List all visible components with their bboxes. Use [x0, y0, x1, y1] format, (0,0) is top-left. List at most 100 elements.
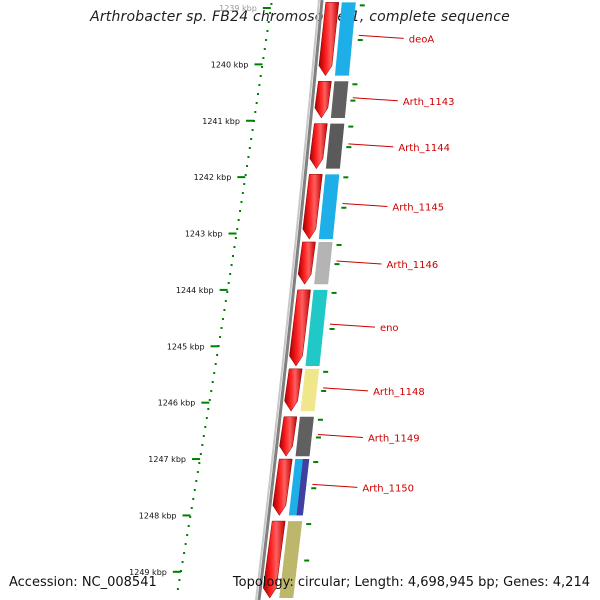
kbp-tick-label: 1247 kbp	[148, 455, 186, 464]
scale-dot	[240, 201, 243, 203]
scale-dot	[247, 156, 250, 158]
gene-label[interactable]: Arth_1144	[398, 143, 450, 154]
feature-tick	[321, 389, 327, 392]
kbp-tick-label: 1249 kbp	[129, 568, 167, 577]
gene-label[interactable]: Arth_1143	[403, 97, 455, 108]
gene-label[interactable]: Arth_1145	[392, 203, 444, 214]
gene-feature-block	[325, 123, 345, 169]
forward-gene-arrow	[302, 174, 323, 240]
scale-dot	[237, 219, 240, 221]
scale-dot	[258, 84, 261, 86]
scale-tick	[210, 345, 219, 348]
kbp-scale: 1239 kbp 1240 kbp 1241 kbp 1242 kbp 1243 kbp…	[129, 3, 273, 590]
feature-tick	[306, 523, 312, 526]
scale-dot	[224, 300, 227, 302]
forward-gene-arrow	[289, 289, 311, 367]
scale-tick	[182, 514, 191, 517]
gene-label-connector	[352, 97, 398, 102]
scale-dot	[246, 165, 249, 167]
gene-label[interactable]: Arth_1149	[368, 434, 420, 445]
backbone-line	[257, 0, 324, 600]
scale-dot	[254, 111, 257, 113]
feature-tick	[313, 461, 319, 464]
forward-gene-arrow	[272, 458, 293, 516]
feature-tick	[323, 370, 329, 373]
forward-strand-track	[262, 2, 340, 599]
forward-gene-arrow	[314, 81, 332, 119]
scale-dot	[219, 336, 222, 338]
gene-feature-block	[314, 241, 333, 285]
gene-label-connector	[348, 143, 394, 148]
feature-tick	[329, 327, 335, 330]
scale-dot	[214, 363, 217, 365]
scale-dot	[210, 390, 213, 392]
gene-label[interactable]: Arth_1146	[387, 260, 439, 271]
accession-number: Accession: NC_008541	[9, 575, 157, 590]
gene-feature-accent	[296, 459, 310, 516]
scale-tick	[254, 63, 263, 66]
gene-label[interactable]: deoA	[409, 34, 435, 45]
scale-dot	[261, 66, 264, 68]
scale-dot	[187, 525, 190, 527]
scale-dot	[248, 147, 251, 149]
scale-dot	[262, 57, 265, 59]
scale-dot	[186, 534, 189, 536]
chromosome-backbone	[255, 0, 324, 600]
forward-gene-arrow	[318, 2, 340, 77]
feature-tick	[336, 243, 342, 246]
scale-dot	[251, 129, 254, 131]
kbp-tick-label: 1239 kbp	[219, 4, 257, 13]
scale-tick	[237, 176, 246, 179]
scale-dot	[213, 372, 216, 374]
scale-dot	[202, 435, 205, 437]
scale-dot	[211, 381, 214, 383]
scale-dot	[230, 264, 233, 266]
scale-dot	[250, 138, 253, 140]
kbp-tick-label: 1241 kbp	[202, 117, 240, 126]
gene-label-connector	[336, 260, 382, 265]
scale-dot	[195, 480, 198, 482]
feature-tick	[315, 436, 321, 439]
scale-dot	[269, 12, 272, 14]
gene-label-connector	[358, 34, 404, 39]
scale-dot	[208, 399, 211, 401]
scale-dot	[259, 75, 262, 77]
backbone-shadow	[255, 0, 320, 600]
scale-dot	[192, 498, 195, 500]
scale-dot	[181, 561, 184, 563]
gene-label[interactable]: Arth_1150	[362, 483, 414, 494]
scale-tick	[201, 401, 210, 404]
scale-dot	[270, 3, 273, 5]
scale-dot	[239, 210, 242, 212]
scale-dot	[221, 318, 224, 320]
feature-tick	[357, 39, 363, 42]
gene-feature-block	[305, 289, 328, 367]
feature-tick	[311, 487, 317, 490]
scale-dot	[204, 426, 207, 428]
scale-dot	[220, 327, 223, 329]
scale-dot	[231, 255, 234, 257]
gene-label-connector	[312, 483, 358, 488]
scale-dot	[205, 417, 208, 419]
kbp-tick-label: 1248 kbp	[139, 511, 177, 520]
scale-dot	[193, 489, 196, 491]
feature-tick	[348, 125, 354, 128]
scale-tick	[191, 458, 200, 461]
scale-dot	[183, 552, 186, 554]
gene-label-connector	[329, 323, 375, 328]
topology-summary: Topology: circular; Length: 4,698,945 bp…	[232, 575, 590, 590]
scale-dot	[196, 471, 199, 473]
scale-dot	[199, 453, 202, 455]
gene-label[interactable]: eno	[380, 323, 399, 334]
scale-tick	[172, 570, 181, 573]
scale-dot	[255, 102, 258, 104]
scale-dot	[216, 354, 219, 356]
feature-track	[279, 2, 365, 598]
scale-dot	[236, 228, 239, 230]
feature-tick	[317, 418, 323, 421]
scale-dot	[207, 408, 210, 410]
gene-label[interactable]: Arth_1148	[373, 387, 425, 398]
scale-tick	[245, 119, 254, 122]
forward-gene-arrow	[262, 520, 286, 599]
